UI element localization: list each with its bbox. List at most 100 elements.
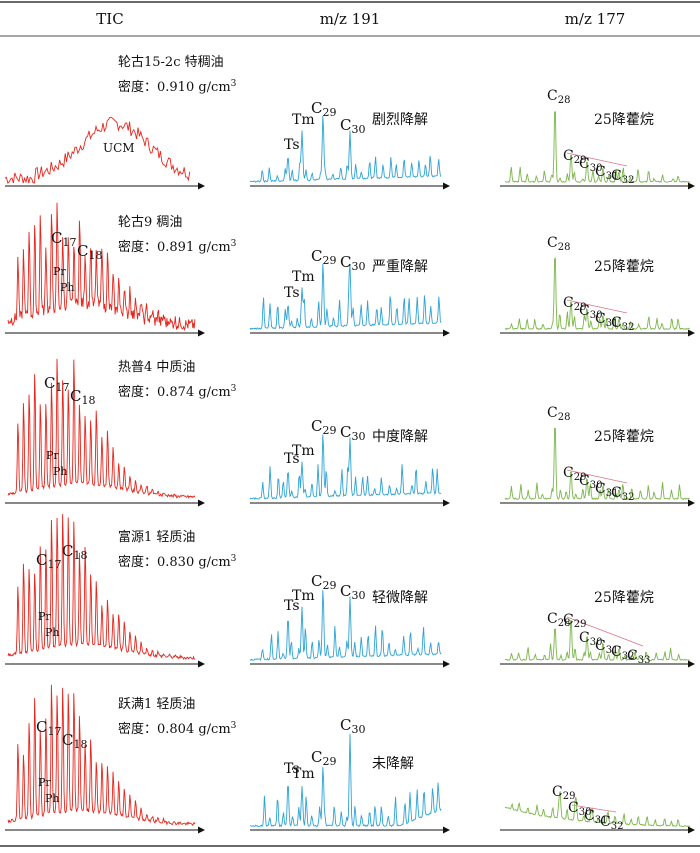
m191-axis-arrowhead xyxy=(443,182,450,190)
ucm-label: UCM xyxy=(103,141,135,155)
homolog-label: C29 xyxy=(563,612,586,630)
c18-label: C18 xyxy=(62,542,87,562)
tm-label: Tm xyxy=(292,269,315,285)
m191-trace xyxy=(249,733,442,828)
degradation-label: 剧烈降解 xyxy=(372,112,428,128)
c30-label: C30 xyxy=(340,253,365,273)
tic-axis-arrowhead xyxy=(198,826,205,834)
tm-label: Tm xyxy=(292,443,315,459)
homolog-label: C31 xyxy=(595,638,618,656)
column-header: m/z 177 xyxy=(565,10,626,28)
c30-label: C30 xyxy=(340,423,365,443)
c29-label: C29 xyxy=(311,99,336,119)
m177-trace xyxy=(504,791,691,828)
homolog-label: C29 xyxy=(563,465,586,483)
sample-name: 富源1 轻质油 xyxy=(118,529,195,545)
homolog-guide-line xyxy=(571,804,617,813)
homolog-guide-line xyxy=(566,469,628,484)
m191-axis-arrowhead xyxy=(443,499,450,507)
homolog-label: C28 xyxy=(547,235,570,253)
tic-axis-arrowhead xyxy=(198,329,205,337)
homolog-label: C30 xyxy=(579,303,602,321)
degradation-label: 轻微降解 xyxy=(372,590,428,606)
ts-label: Ts xyxy=(284,451,300,467)
tic-trace xyxy=(7,358,196,499)
c30-label: C30 xyxy=(340,716,365,736)
homolog-guide-line xyxy=(566,152,628,167)
homolog-label: C30 xyxy=(579,473,602,491)
c30-label: C30 xyxy=(340,116,365,136)
ph-label: Ph xyxy=(45,792,60,805)
degradation-label: 严重降解 xyxy=(372,259,428,275)
tic-axis-arrowhead xyxy=(198,660,205,668)
ts-label: Ts xyxy=(284,598,300,614)
homolog-label: C30 xyxy=(568,800,591,818)
column-header: m/z 191 xyxy=(320,10,381,28)
c18-label: C18 xyxy=(62,731,87,751)
homolog-guide-line xyxy=(566,299,628,314)
m177-trace xyxy=(504,256,690,331)
norhopane-label: 25降藿烷 xyxy=(594,429,654,445)
homolog-label: C30 xyxy=(579,630,602,648)
homolog-label: C29 xyxy=(552,784,575,802)
c17-label: C17 xyxy=(36,551,61,571)
m177-trace xyxy=(504,111,691,184)
homolog-label: C28 xyxy=(547,611,570,629)
homolog-label: C31 xyxy=(595,481,618,499)
sample-name: 轮古9 稠油 xyxy=(118,215,182,230)
tm-label: Tm xyxy=(292,766,315,782)
density-text: 密度：0.891 g/cm3 xyxy=(118,239,237,255)
homolog-label: C32 xyxy=(611,315,634,333)
homolog-label: C32 xyxy=(600,814,623,832)
ph-label: Ph xyxy=(60,281,75,294)
tic-trace xyxy=(4,116,191,184)
m177-trace xyxy=(504,620,691,662)
norhopane-label: 25降藿烷 xyxy=(594,259,654,275)
sample-name: 热普4 中质油 xyxy=(118,360,195,375)
ph-label: Ph xyxy=(45,626,60,639)
norhopane-label: 25降藿烷 xyxy=(594,590,654,606)
homolog-label: C28 xyxy=(547,405,570,423)
sample-name: 轮古15-2c 特稠油 xyxy=(118,55,224,70)
homolog-label: C31 xyxy=(595,311,618,329)
tm-label: Tm xyxy=(292,588,315,604)
pr-label: Pr xyxy=(38,776,51,789)
ts-label: Ts xyxy=(284,285,300,301)
m177-axis-arrowhead xyxy=(688,499,695,507)
column-header: TIC xyxy=(96,10,123,28)
density-text: 密度：0.874 g/cm3 xyxy=(118,384,237,400)
tm-label: Tm xyxy=(292,112,315,128)
m191-trace xyxy=(249,263,442,331)
m177-axis-arrowhead xyxy=(688,660,695,668)
density-text: 密度：0.910 g/cm3 xyxy=(118,79,237,95)
m177-axis-arrowhead xyxy=(688,182,695,190)
pr-label: Pr xyxy=(53,265,66,278)
degradation-label: 中度降解 xyxy=(372,429,428,445)
ts-label: Ts xyxy=(284,137,300,153)
sample-name: 跃满1 轻质油 xyxy=(118,697,195,712)
homolog-label: C29 xyxy=(563,148,586,166)
c29-label: C29 xyxy=(311,247,336,267)
homolog-label: C31 xyxy=(584,808,607,826)
m191-axis-arrowhead xyxy=(443,329,450,337)
tic-axis-arrowhead xyxy=(198,182,205,190)
c17-label: C17 xyxy=(44,374,69,394)
c17-label: C17 xyxy=(36,718,61,738)
tic-trace xyxy=(7,514,196,661)
c29-label: C29 xyxy=(311,748,336,768)
m177-axis-arrowhead xyxy=(688,826,695,834)
tic-trace xyxy=(7,202,196,332)
c30-label: C30 xyxy=(340,582,365,602)
c29-label: C29 xyxy=(311,417,336,437)
density-text: 密度：0.804 g/cm3 xyxy=(118,721,237,737)
pr-label: Pr xyxy=(38,610,51,623)
c29-label: C29 xyxy=(311,572,336,592)
tic-trace xyxy=(7,684,196,827)
pr-label: Pr xyxy=(46,449,59,462)
m191-trace xyxy=(249,434,442,501)
homolog-label: C30 xyxy=(579,156,602,174)
c18-label: C18 xyxy=(70,387,95,407)
